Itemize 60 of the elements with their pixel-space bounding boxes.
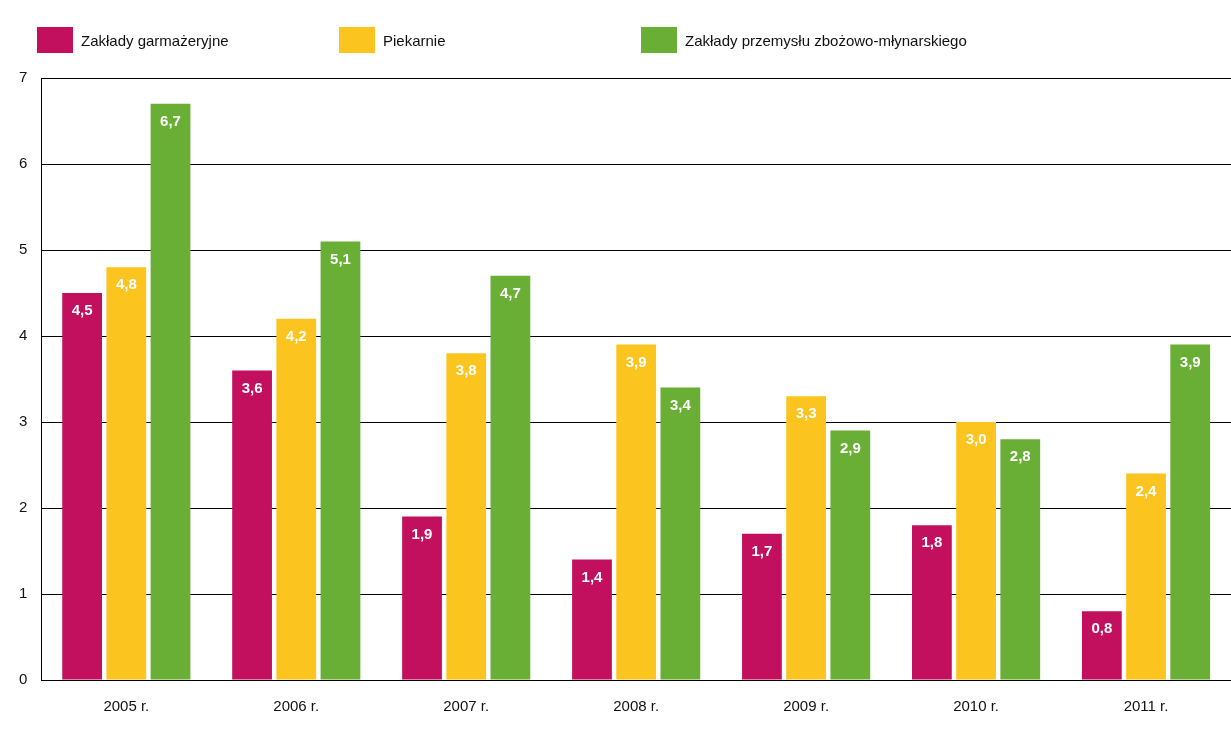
data-label: 1,9 (411, 524, 433, 542)
x-tick-label: 2009 r. (783, 697, 830, 715)
data-label: 2,8 (1009, 447, 1031, 465)
bar (572, 559, 612, 680)
data-label: 4,7 (499, 283, 521, 301)
data-label: 1,4 (581, 567, 604, 585)
legend-label: Piekarnie (383, 31, 446, 49)
y-tick-label: 5 (19, 240, 28, 258)
x-tick-label: 2008 r. (613, 697, 660, 715)
data-label: 3,4 (669, 395, 692, 413)
y-tick-label: 2 (19, 498, 28, 516)
data-label: 5,1 (330, 249, 351, 267)
legend-label: Zakłady garmażeryjne (81, 31, 229, 49)
data-label: 1,8 (921, 533, 943, 551)
data-label: 0,8 (1091, 619, 1113, 637)
bar (446, 353, 487, 680)
data-label: 3,3 (795, 404, 817, 422)
data-label: 2,9 (839, 438, 861, 456)
bar (1000, 439, 1041, 680)
y-tick-label: 0 (19, 670, 28, 688)
bar (660, 387, 701, 680)
bar (276, 318, 317, 680)
y-tick-label: 1 (19, 584, 28, 602)
data-label: 4,8 (115, 275, 137, 293)
data-label: 3,9 (1179, 352, 1201, 370)
data-label: 3,0 (965, 430, 987, 448)
data-label: 2,4 (1135, 481, 1158, 499)
bar (742, 533, 782, 680)
bar (956, 422, 996, 680)
x-tick-label: 2005 r. (103, 697, 150, 715)
bar (1126, 473, 1166, 680)
bar (616, 344, 657, 680)
bar (912, 525, 952, 680)
bar (106, 267, 147, 680)
x-tick-label: 2011 r. (1123, 697, 1169, 715)
data-label: 6,7 (160, 111, 181, 129)
bar (320, 241, 361, 680)
y-tick-label: 7 (19, 68, 28, 86)
data-label: 1,7 (751, 541, 773, 559)
bar (62, 293, 103, 680)
y-tick-label: 4 (19, 326, 28, 344)
bar (150, 103, 191, 680)
x-tick-label: 2006 r. (273, 697, 320, 715)
data-label: 3,8 (455, 361, 477, 379)
bar (1081, 611, 1122, 680)
x-tick-label: 2010 r. (953, 697, 1000, 715)
data-label: 3,9 (625, 352, 647, 370)
data-label: 4,5 (71, 301, 93, 319)
x-tick-label: 2007 r. (443, 697, 490, 715)
legend-label: Zakłady przemysłu zbożowo-młynarskiego (685, 31, 967, 49)
bar (232, 370, 272, 680)
bar (402, 516, 442, 680)
data-label: 3,6 (241, 378, 263, 396)
bar (830, 430, 871, 680)
y-tick-label: 6 (19, 154, 28, 172)
bar (786, 396, 827, 680)
bar (1170, 344, 1211, 680)
bar (490, 275, 531, 680)
data-label: 4,2 (285, 326, 307, 344)
y-tick-label: 3 (19, 412, 28, 430)
